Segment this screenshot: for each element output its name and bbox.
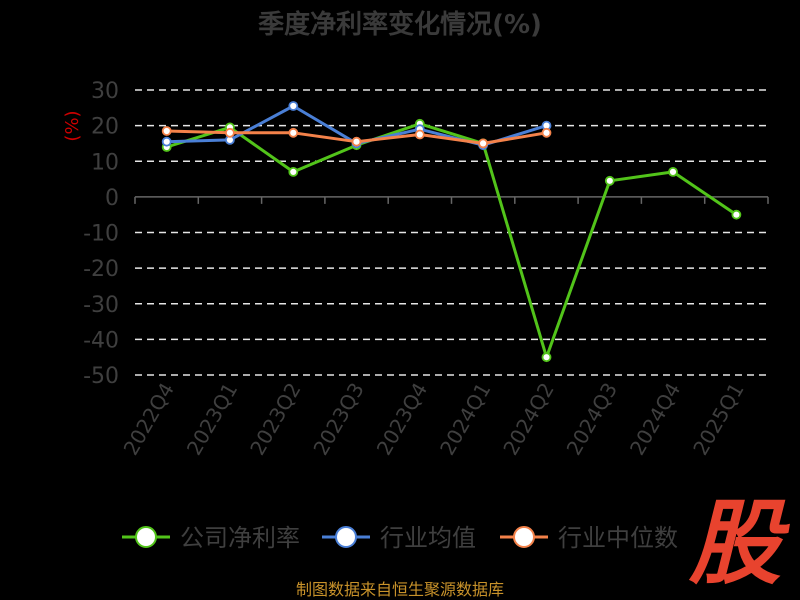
x-tick-label: 2023Q2 bbox=[245, 379, 305, 460]
legend-swatch-marker bbox=[513, 526, 535, 548]
x-axis-ticks: 2022Q4 2023Q1 2023Q2 2023Q3 2023Q4 2024Q1 2024… bbox=[119, 379, 749, 460]
data-point bbox=[541, 352, 552, 363]
data-point bbox=[288, 101, 299, 111]
y-axis-ticks: 30 20 10 0 -10 -20 -30 -40 -50 bbox=[83, 79, 119, 389]
data-point bbox=[541, 127, 552, 138]
x-tick-label: 2024Q4 bbox=[625, 379, 685, 460]
series-3 bbox=[161, 126, 552, 149]
series-lines bbox=[161, 101, 742, 363]
y-tick-label: -10 bbox=[83, 222, 119, 247]
legend-swatch-marker bbox=[135, 526, 157, 548]
x-tick-label: 2022Q4 bbox=[119, 379, 179, 460]
y-axis-label: (%) bbox=[62, 110, 83, 141]
legend-item: 公司净利率 bbox=[122, 524, 300, 552]
y-tick-label: -30 bbox=[83, 293, 119, 318]
data-point bbox=[731, 209, 742, 220]
y-tick-label: -40 bbox=[83, 328, 119, 353]
x-tick-label: 2024Q3 bbox=[562, 379, 622, 460]
data-point bbox=[351, 136, 362, 147]
data-point bbox=[161, 126, 172, 136]
y-tick-label: 10 bbox=[91, 150, 119, 175]
chart-title: 季度净利率变化情况(%) bbox=[258, 9, 542, 40]
y-tick-label: 20 bbox=[91, 115, 119, 140]
y-tick-label: 30 bbox=[91, 79, 119, 104]
grid-lines bbox=[135, 89, 768, 376]
x-axis bbox=[134, 196, 769, 204]
x-tick-label: 2023Q4 bbox=[372, 379, 432, 460]
legend-label: 行业均值 bbox=[380, 524, 476, 552]
x-tick-label: 2023Q3 bbox=[308, 379, 368, 460]
legend-item: 行业均值 bbox=[322, 524, 476, 552]
x-tick-label: 2023Q1 bbox=[182, 379, 242, 460]
x-tick-label: 2024Q2 bbox=[498, 379, 558, 460]
series-line bbox=[166, 122, 738, 359]
data-point bbox=[414, 129, 425, 140]
legend-label: 行业中位数 bbox=[558, 524, 678, 552]
data-point bbox=[161, 136, 172, 147]
series-1 bbox=[161, 118, 742, 363]
watermark-logo: 股 bbox=[688, 490, 790, 597]
data-point bbox=[478, 138, 489, 149]
data-point bbox=[668, 166, 678, 177]
data-point bbox=[288, 166, 299, 177]
x-tick-label: 2025Q1 bbox=[688, 379, 748, 460]
data-point bbox=[288, 127, 299, 138]
y-tick-label: -20 bbox=[83, 257, 119, 282]
data-point bbox=[224, 127, 235, 138]
y-tick-label: 0 bbox=[105, 186, 119, 211]
data-point bbox=[604, 175, 615, 186]
x-tick-label: 2024Q1 bbox=[435, 379, 495, 460]
legend-item: 行业中位数 bbox=[500, 524, 678, 552]
legend: 公司净利率 行业均值 行业中位数 bbox=[122, 524, 678, 552]
source-note: 制图数据来自恒生聚源数据库 bbox=[296, 580, 504, 599]
legend-label: 公司净利率 bbox=[180, 524, 300, 552]
legend-swatch-marker bbox=[335, 526, 357, 548]
y-tick-label: -50 bbox=[83, 364, 119, 389]
